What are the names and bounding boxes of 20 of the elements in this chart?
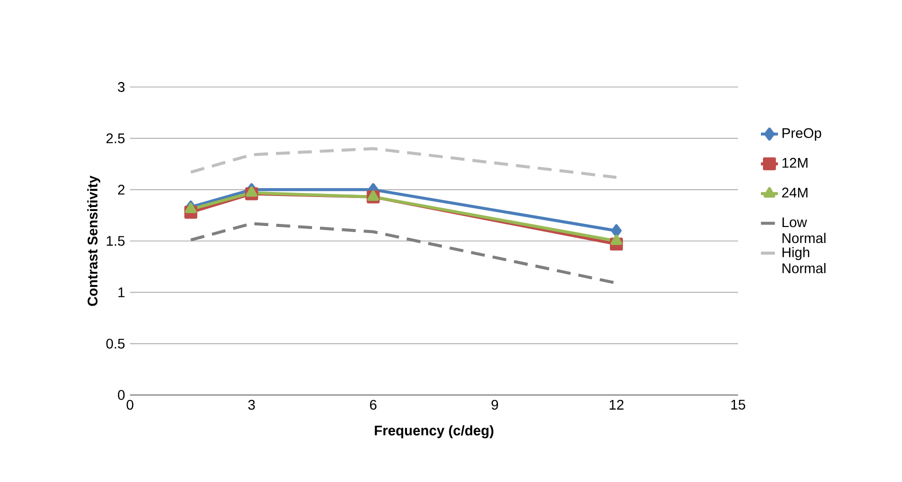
x-tick-label: 9: [492, 400, 498, 410]
y-tick-label: 1.5: [106, 236, 125, 246]
legend-label: High Normal: [782, 247, 826, 274]
y-tick-label: 2: [118, 184, 124, 195]
x-tick-label: 3: [248, 400, 255, 410]
x-axis-title: Frequency (c/deg): [374, 425, 494, 438]
y-tick-label: 0.5: [106, 338, 125, 349]
legend-label: Low Normal: [782, 217, 826, 244]
y-tick-label: 2.5: [106, 133, 125, 144]
x-tick-label: 6: [370, 400, 376, 410]
legend-label: 24M: [782, 188, 808, 198]
y-tick-label: 1: [118, 288, 124, 298]
x-tick-label: 0: [126, 400, 134, 410]
y-tick-label: 3: [118, 82, 125, 92]
y-tick-label: 0: [118, 390, 125, 400]
x-tick-label: 15: [731, 400, 746, 410]
legend-label: 12M: [782, 158, 808, 168]
x-tick-label: 12: [610, 400, 624, 410]
y-axis-title: Contrast Sensitivity: [87, 176, 100, 306]
legend-label: PreOp: [782, 128, 822, 141]
